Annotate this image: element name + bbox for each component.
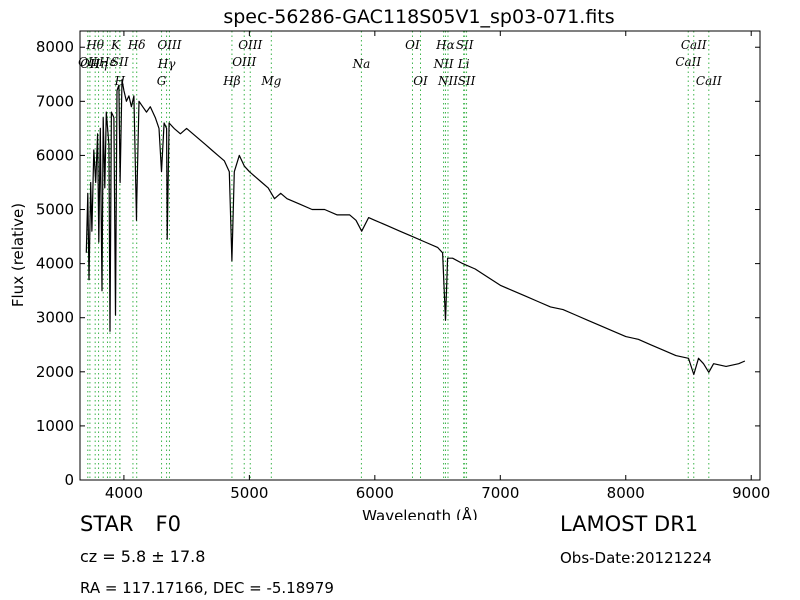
- line-marker-label-25: Li: [457, 57, 470, 71]
- line-marker-label-12: G: [157, 74, 167, 88]
- plot-frame: [79, 30, 761, 481]
- coordinates-label: RA = 117.17166, DEC = -5.18979: [80, 579, 334, 597]
- x-tick-label: 4000: [105, 484, 143, 502]
- line-marker-label-29: CaII: [681, 38, 707, 52]
- line-marker-label-7: K: [110, 38, 121, 52]
- line-marker-label-20: OI: [405, 38, 420, 52]
- spectral-line-markers: OIIOIIHθHηHεKHSIIHδGHγOIIIHβOIIIOIIIMgNa…: [78, 31, 722, 480]
- line-marker-label-19: Na: [352, 57, 371, 71]
- spectrum-chart: spec-56286-GAC118S05V1_sp03-071.fits OII…: [9, 6, 770, 520]
- line-marker-label-11: Hδ: [127, 38, 146, 52]
- y-tick-label: 8000: [36, 38, 74, 56]
- survey-label: LAMOST DR1: [560, 512, 699, 536]
- line-marker-label-17: OIII: [238, 38, 262, 52]
- x-tick-label: 8000: [607, 484, 645, 502]
- line-marker-label-23: Hα: [435, 38, 455, 52]
- line-marker-label-15: Hβ: [222, 74, 240, 88]
- line-marker-label-26: SII: [456, 38, 474, 52]
- line-marker-label-21: OI: [413, 74, 428, 88]
- line-marker-label-16: OIII: [232, 55, 256, 69]
- line-marker-label-5: Hε: [98, 55, 116, 69]
- object-class: STAR F0: [80, 512, 181, 536]
- line-marker-label-27: SII: [458, 74, 476, 88]
- line-marker-label-22: NII: [433, 57, 454, 71]
- obs-date-label: Obs-Date:20121224: [560, 549, 712, 567]
- subclass-value: F0: [155, 512, 181, 536]
- chart-title: spec-56286-GAC118S05V1_sp03-071.fits: [223, 6, 614, 28]
- y-tick-label: 5000: [36, 201, 74, 219]
- y-tick-label: 7000: [36, 92, 74, 110]
- line-marker-label-28: CaII: [675, 55, 701, 69]
- line-marker-label-18: Mg: [260, 74, 281, 88]
- x-axis-label: Wavelength (Å): [362, 506, 478, 520]
- line-marker-label-24: NII: [437, 74, 458, 88]
- y-tick-label: 2000: [36, 363, 74, 381]
- axis-ticks: 4000 5000 6000 7000 8000 9000 0 1000 2000 3000 400…: [36, 31, 770, 502]
- x-tick-label: 9000: [732, 484, 770, 502]
- line-marker-label-2: Hθ: [85, 38, 104, 52]
- line-marker-label-0: OII: [78, 55, 98, 69]
- object-class-value: STAR: [80, 512, 134, 536]
- spectrum-series: [85, 79, 746, 376]
- x-tick-label: 7000: [481, 484, 519, 502]
- y-tick-label: 3000: [36, 309, 74, 327]
- y-tick-label: 6000: [36, 146, 74, 164]
- y-tick-label: 1000: [36, 417, 74, 435]
- line-marker-label-14: OIII: [157, 38, 181, 52]
- x-tick-label: 5000: [230, 484, 268, 502]
- y-tick-label: 0: [64, 471, 74, 489]
- x-tick-label: 6000: [356, 484, 394, 502]
- y-axis-label: Flux (relative): [9, 203, 27, 307]
- line-marker-label-30: CaII: [696, 74, 722, 88]
- line-marker-label-13: Hγ: [157, 57, 176, 71]
- redshift-label: cz = 5.8 ± 17.8: [80, 547, 206, 566]
- spectrum-line-0: [85, 79, 746, 376]
- y-tick-label: 4000: [36, 255, 74, 273]
- line-marker-label-9: SII: [111, 55, 129, 69]
